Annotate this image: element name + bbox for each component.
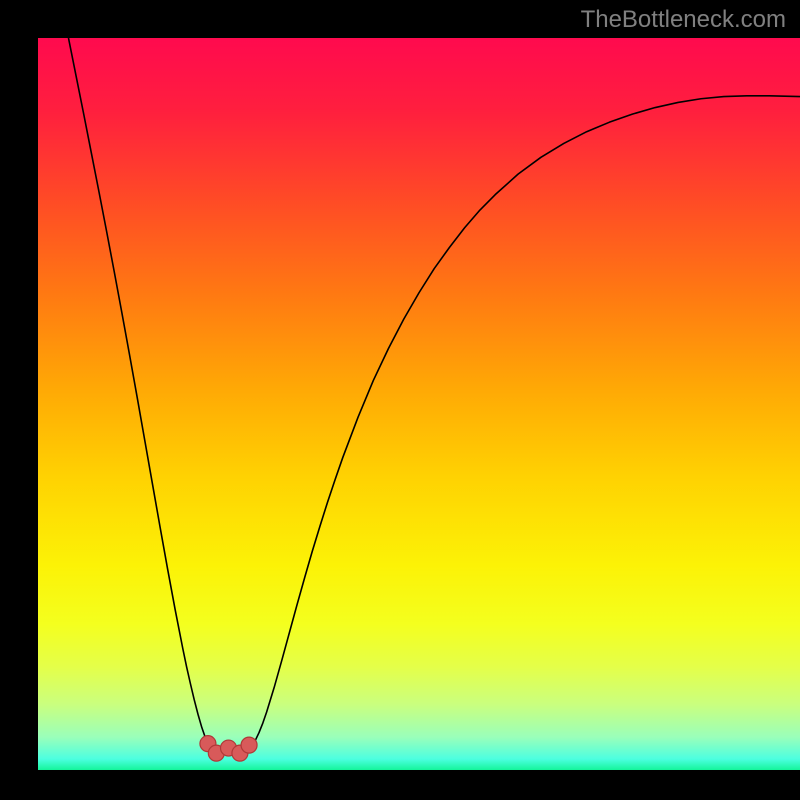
plot-area <box>38 38 800 770</box>
valley-marker <box>241 737 257 753</box>
chart-svg <box>38 38 800 770</box>
watermark-text: TheBottleneck.com <box>581 6 786 34</box>
gradient-background <box>38 38 800 770</box>
